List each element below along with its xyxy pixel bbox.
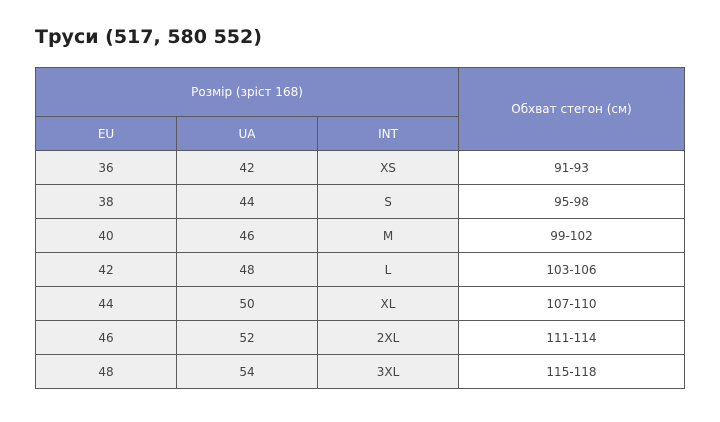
table-cell: M	[317, 218, 459, 253]
table-row: 46 52 2XL 111-114	[35, 320, 685, 355]
table-cell: 44	[176, 184, 318, 219]
table-body: 36 42 XS 91-93 38 44 S 95-98 40 46 M 99-102 42 48 L 103…	[35, 150, 685, 389]
size-table: Розмір (зріст 168) Обхват стегон (см) EU…	[35, 67, 685, 389]
table-cell: 42	[35, 252, 177, 287]
table-row: 40 46 M 99-102	[35, 218, 685, 253]
table-cell: 36	[35, 150, 177, 185]
table-cell: 46	[35, 320, 177, 355]
table-cell: 50	[176, 286, 318, 321]
table-cell: 48	[35, 354, 177, 389]
table-cell: 111-114	[458, 320, 685, 355]
table-cell: 40	[35, 218, 177, 253]
table-cell: 2XL	[317, 320, 459, 355]
title: Труси (517, 580 552)	[35, 26, 262, 48]
table-cell: 115-118	[458, 354, 685, 389]
table-cell: 44	[35, 286, 177, 321]
table-cell: 91-93	[458, 150, 685, 185]
table-cell: 46	[176, 218, 318, 253]
header-column: UA	[176, 116, 318, 151]
table-cell: 103-106	[458, 252, 685, 287]
table-row: 36 42 XS 91-93	[35, 150, 685, 185]
table-cell: 42	[176, 150, 318, 185]
table-cell: XS	[317, 150, 459, 185]
table-cell: S	[317, 184, 459, 219]
table-row: 48 54 3XL 115-118	[35, 354, 685, 389]
table-cell: 54	[176, 354, 318, 389]
table-cell: 3XL	[317, 354, 459, 389]
table-cell: 52	[176, 320, 318, 355]
table-cell: L	[317, 252, 459, 287]
table-cell: 107-110	[458, 286, 685, 321]
header-last: Обхват стегон (см)	[458, 67, 685, 151]
table-cell: 99-102	[458, 218, 685, 253]
table-cell: 38	[35, 184, 177, 219]
table-cell: 48	[176, 252, 318, 287]
table-cell: XL	[317, 286, 459, 321]
table-row: 38 44 S 95-98	[35, 184, 685, 219]
table-row: 42 48 L 103-106	[35, 252, 685, 287]
header-group: Розмір (зріст 168)	[35, 67, 459, 117]
header-column: EU	[35, 116, 177, 151]
header-column: INT	[317, 116, 459, 151]
table-row: 44 50 XL 107-110	[35, 286, 685, 321]
table-cell: 95-98	[458, 184, 685, 219]
